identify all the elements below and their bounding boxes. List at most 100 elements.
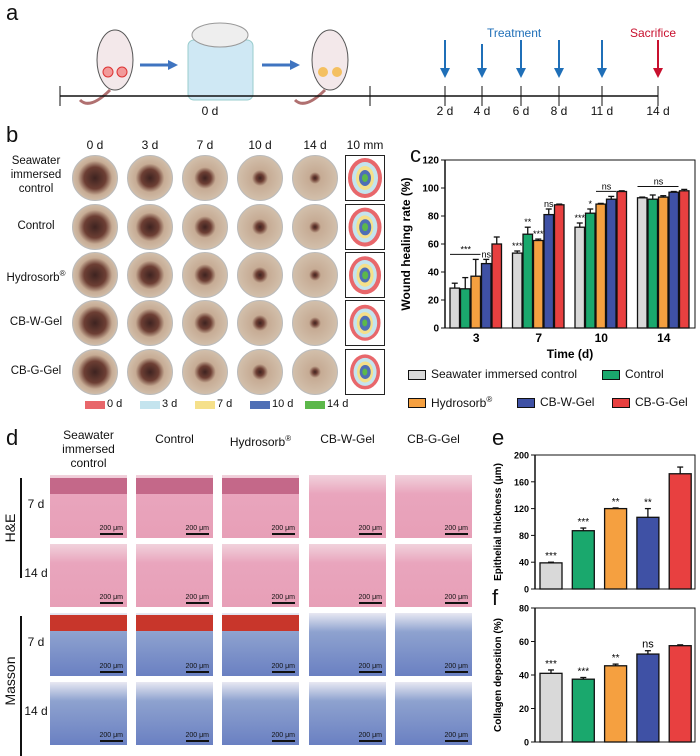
legend-swatch bbox=[195, 401, 215, 409]
histology-image: 200 μm bbox=[395, 682, 472, 745]
scale-bar: 200 μm bbox=[185, 594, 209, 604]
scale-bar: 200 μm bbox=[271, 663, 295, 673]
timeline-label: 0 d bbox=[201, 104, 219, 118]
column-label: 7 d bbox=[196, 138, 214, 152]
column-label: 10 mm bbox=[346, 138, 384, 152]
histology-image: 200 μm bbox=[50, 475, 127, 538]
significance-label: ns bbox=[642, 639, 654, 651]
row-label: Hydrosorb® bbox=[0, 267, 72, 285]
bar bbox=[539, 672, 563, 743]
bar bbox=[491, 243, 503, 329]
histology-image: 200 μm bbox=[50, 613, 127, 676]
scab-region bbox=[222, 478, 299, 494]
scale-bar: 200 μm bbox=[185, 663, 209, 673]
histology-image: 200 μm bbox=[309, 682, 386, 745]
y-axis-title: Wound healing rate (%) bbox=[400, 177, 413, 310]
stain-bracket bbox=[20, 616, 22, 756]
scale-bar: 200 μm bbox=[358, 732, 382, 742]
scab-region bbox=[136, 478, 213, 494]
legend-label: CB-W-Gel bbox=[540, 395, 594, 409]
treatment-label: Treatment bbox=[487, 26, 542, 40]
legend-label: 3 d bbox=[162, 398, 178, 410]
column-label: 10 d bbox=[248, 138, 272, 152]
bar bbox=[539, 562, 563, 590]
histology-image: 200 μm bbox=[222, 682, 299, 745]
significance-label: ** bbox=[612, 653, 620, 664]
wound-trace-4 bbox=[362, 174, 368, 182]
y-tick-label: 60 bbox=[519, 637, 529, 647]
wound-photo bbox=[292, 155, 338, 201]
treatment-arrow-head bbox=[440, 68, 450, 78]
wound-trace-box bbox=[345, 252, 385, 298]
bar bbox=[571, 530, 595, 590]
treatment-arrow-head bbox=[477, 68, 487, 78]
wound-photo bbox=[127, 204, 173, 250]
wound-trace-4 bbox=[362, 271, 368, 279]
wound-photo bbox=[72, 252, 118, 298]
column-label: 0 d bbox=[86, 138, 104, 152]
row-label: immersed control bbox=[10, 169, 62, 195]
legend-swatch bbox=[612, 398, 630, 408]
wound-photo bbox=[237, 252, 283, 298]
wound-photo bbox=[182, 300, 228, 346]
bar bbox=[603, 507, 628, 590]
legend-text: Control bbox=[625, 367, 664, 381]
legend-swatch bbox=[517, 398, 535, 408]
bar bbox=[511, 252, 523, 329]
y-tick-label: 80 bbox=[519, 604, 529, 614]
wound-photo bbox=[237, 155, 283, 201]
legend-label: 14 d bbox=[327, 398, 349, 410]
wound-photo bbox=[292, 204, 338, 250]
timeline-label: 14 d bbox=[646, 104, 670, 118]
column-label: Control bbox=[131, 432, 218, 446]
row-label: CB-W-Gel bbox=[0, 315, 72, 329]
column-label: immersed bbox=[45, 442, 132, 456]
legend-swatch bbox=[250, 401, 270, 409]
histology-image: 200 μm bbox=[395, 544, 472, 607]
bar bbox=[668, 473, 692, 590]
timeline-label: 6 d bbox=[512, 104, 530, 118]
legend-label: 7 d bbox=[217, 398, 233, 410]
bar bbox=[605, 198, 617, 329]
scale-bar: 200 μm bbox=[99, 732, 123, 742]
mouse-illustration bbox=[78, 22, 349, 105]
wound-photo bbox=[72, 349, 118, 395]
treatment-arrow-head bbox=[554, 68, 564, 78]
wound-trace-box bbox=[345, 300, 385, 346]
histology-image: 200 μm bbox=[136, 475, 213, 538]
wound-photo bbox=[182, 349, 228, 395]
histology-image: 200 μm bbox=[222, 544, 299, 607]
stain-label: H&E bbox=[2, 513, 18, 543]
wound-trace-4 bbox=[362, 368, 368, 376]
legend-text: Seawater immersed control bbox=[431, 367, 578, 381]
histology-image: 200 μm bbox=[309, 475, 386, 538]
scale-bar: 200 μm bbox=[444, 594, 468, 604]
significance-label: *** bbox=[460, 244, 471, 254]
histology-image: 200 μm bbox=[309, 544, 386, 607]
y-tick-label: 200 bbox=[514, 451, 529, 461]
bar bbox=[543, 213, 555, 329]
treatment-arrow-head bbox=[516, 68, 526, 78]
timeline-label: 11 d bbox=[590, 104, 614, 118]
column-label-text: Control bbox=[155, 432, 194, 446]
significance-label: ns bbox=[544, 199, 554, 209]
y-tick-label: 100 bbox=[422, 184, 439, 195]
wound-photo bbox=[237, 300, 283, 346]
panel-label-e: e bbox=[492, 425, 505, 450]
scab-region bbox=[222, 615, 299, 631]
bar bbox=[647, 198, 659, 329]
wound-photo bbox=[72, 204, 118, 250]
column-label: 14 d bbox=[303, 138, 327, 152]
y-tick-label: 60 bbox=[428, 240, 440, 251]
scale-bar: 200 μm bbox=[99, 525, 123, 535]
panel-label-f: f bbox=[492, 585, 499, 610]
bar bbox=[636, 197, 648, 329]
column-label-text: CB-G-Gel bbox=[407, 432, 460, 446]
treatment-arrow-head bbox=[597, 68, 607, 78]
column-label: 3 d bbox=[141, 138, 159, 152]
bar bbox=[595, 203, 607, 329]
experiment-timeline bbox=[59, 22, 663, 106]
significance-label: *** bbox=[574, 213, 585, 223]
